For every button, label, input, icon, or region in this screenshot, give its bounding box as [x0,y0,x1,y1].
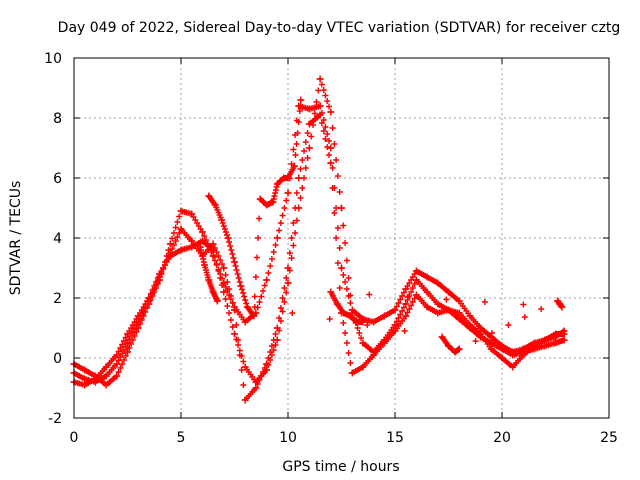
axis-ticks [73,57,610,419]
series-track-c [70,111,568,404]
x-tick-label: 10 [279,430,297,446]
y-tick-label: 6 [53,171,62,187]
y-tick-label: -2 [48,411,62,427]
y-tick-label: 2 [53,291,62,307]
y-tick-labels: -2 0 2 4 6 8 10 [44,51,62,427]
grid-lines [74,58,609,418]
x-tick-label: 5 [177,430,186,446]
y-tick-label: 8 [53,111,62,127]
y-tick-label: 4 [53,231,62,247]
x-tick-label: 25 [600,430,618,446]
x-tick-labels: 0 5 10 15 20 25 [70,430,618,446]
series-markers [205,97,304,319]
series-track-d [205,96,305,320]
chart-title: Day 049 of 2022, Sidereal Day-to-day VTE… [58,20,621,36]
y-tick-label: 10 [44,51,62,67]
y-tick-label: 0 [53,351,62,367]
series-markers [197,244,565,355]
data-points [70,75,568,404]
x-tick-label: 15 [386,430,404,446]
series-track-e [196,243,566,356]
series-markers [71,112,568,403]
x-tick-label: 0 [70,430,79,446]
x-axis-label: GPS time / hours [282,459,399,475]
y-axis-label: SDTVAR / TECUs [8,181,24,296]
x-tick-label: 20 [493,430,511,446]
